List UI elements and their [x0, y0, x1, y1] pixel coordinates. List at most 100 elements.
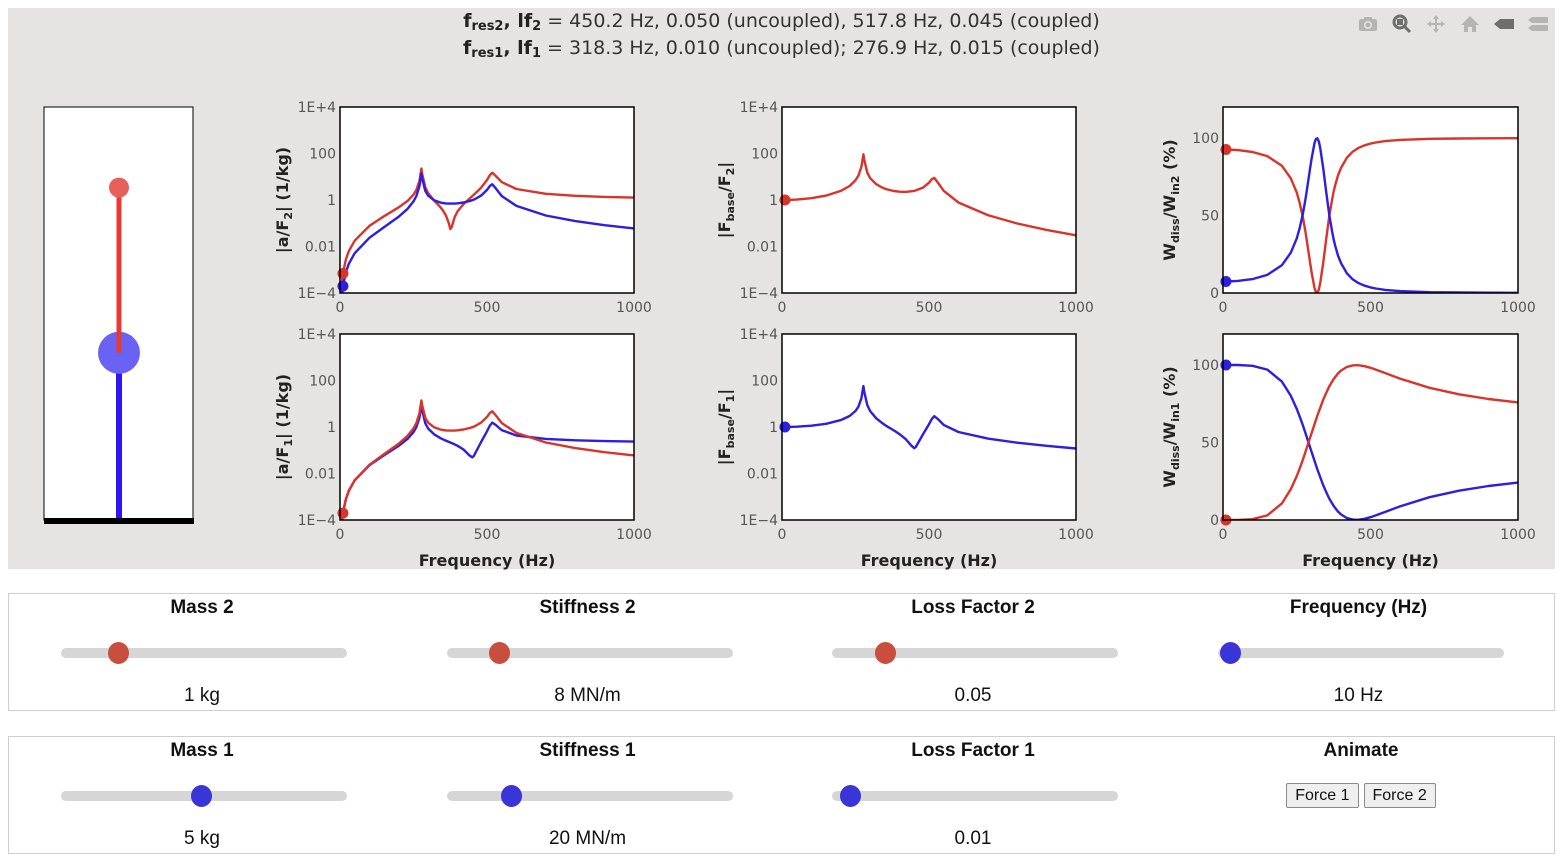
x-tick-label: 500 — [916, 300, 943, 316]
chart-base-force-f1: 1E+4 100 1 0.01 1E−40 500 1000 |Fbase/F1| Freque… — [715, 327, 1094, 570]
title-symbol: f — [463, 10, 472, 32]
camera-icon[interactable] — [1357, 13, 1379, 35]
modebar — [1357, 12, 1549, 36]
title-sub: res2 — [471, 19, 504, 34]
mass-spring-animation — [43, 106, 194, 524]
plot-frame — [1222, 106, 1519, 294]
animate-buttons: Force 1 Force 2 — [1168, 783, 1554, 808]
y-axis-label: |Fbase/F2| — [715, 162, 737, 238]
y-tick-label: 1E+4 — [298, 327, 336, 343]
x-tick-label: 1000 — [1058, 527, 1094, 543]
mass-2-slider[interactable] — [61, 642, 347, 664]
y-tick-label: 1E+4 — [298, 100, 336, 116]
y-axis-label: Wdiss/Win1 (%) — [1160, 366, 1182, 487]
mass-2-value: 1 kg — [184, 685, 220, 706]
x-tick-label: 0 — [1219, 527, 1228, 543]
stiffness-1-value: 20 MN/m — [548, 828, 627, 849]
y-tick-label: 100 — [751, 147, 778, 163]
y-tick-label: 1E+4 — [740, 327, 778, 343]
zoom-icon[interactable] — [1391, 13, 1413, 35]
plot-frame — [781, 106, 1077, 294]
y-tick-label: 0.01 — [305, 240, 336, 256]
x-tick-label: 0 — [778, 300, 787, 316]
y-tick-label: 1 — [769, 420, 778, 436]
x-tick-label: 1000 — [1500, 300, 1536, 316]
stiffness-2-label: Stiffness 2 — [539, 597, 636, 618]
y-tick-label: 100 — [751, 374, 778, 390]
y-tick-label: 1 — [327, 420, 336, 436]
spike-lines-icon[interactable] — [1493, 13, 1515, 35]
current-frequency-marker — [337, 280, 349, 292]
controls-panel-bottom: Animate Force 1 Force 2 Mass 1 5 kg Stiffn… — [8, 736, 1555, 854]
frequency-hz-label: Frequency (Hz) — [1289, 597, 1428, 618]
plot-background — [340, 334, 634, 520]
x-axis-label: Frequency (Hz) — [861, 551, 998, 570]
stiffness-1-slider[interactable] — [446, 785, 733, 807]
y-tick-label: 50 — [1201, 209, 1219, 225]
resonance-title: fres2, lf2 = 450.2 Hz, 0.050 (uncoupled)… — [8, 8, 1555, 62]
series-line-spring-2 — [1223, 364, 1518, 520]
y-axis-label: |a/F1| (1/kg) — [273, 374, 295, 480]
x-tick-label: 500 — [474, 527, 501, 543]
slider-thumb[interactable] — [191, 785, 213, 807]
title-sep: , lf — [503, 10, 533, 32]
animate-label: Animate — [1323, 740, 1399, 761]
slider-thumb[interactable] — [489, 642, 511, 664]
y-axis-label: |Fbase/F1| — [715, 389, 737, 465]
x-tick-label: 500 — [916, 527, 943, 543]
current-frequency-marker — [337, 267, 349, 279]
stiffness-1-control: Stiffness 1 20 MN/m — [395, 737, 781, 853]
y-tick-label: 1E+4 — [740, 100, 778, 116]
stiffness-2-slider[interactable] — [446, 642, 733, 664]
pan-icon[interactable] — [1425, 13, 1447, 35]
mass-1-value: 5 kg — [184, 828, 220, 849]
series-line-spring-2 — [1223, 137, 1518, 293]
plot-frame — [1222, 333, 1519, 521]
current-frequency-marker — [779, 194, 791, 206]
slider-thumb[interactable] — [874, 642, 896, 664]
mass-1-label: Mass 1 — [170, 740, 234, 761]
series-line-spring-1 — [1223, 363, 1518, 520]
title-line-mass2: fres2, lf2 = 450.2 Hz, 0.050 (uncoupled)… — [8, 8, 1555, 35]
chart-base-force-f2: 1E+4 100 1 0.01 1E−40 500 1000 |Fbase/F2| — [715, 100, 1094, 316]
y-tick-label: 0.01 — [305, 467, 336, 483]
force-2-button[interactable]: Force 2 — [1363, 783, 1436, 808]
plot-background — [782, 107, 1076, 293]
y-tick-label: 0.01 — [747, 240, 778, 256]
slider-thumb[interactable] — [840, 785, 862, 807]
y-tick-label: 1 — [327, 193, 336, 209]
slider-thumb[interactable] — [108, 642, 130, 664]
home-icon[interactable] — [1459, 13, 1481, 35]
stiffness-2-control: Stiffness 2 8 MN/m — [395, 594, 781, 710]
force-1-button[interactable]: Force 1 — [1286, 783, 1359, 808]
y-tick-label: 100 — [1192, 358, 1219, 374]
y-tick-label: 100 — [309, 147, 336, 163]
x-tick-label: 1000 — [1058, 300, 1094, 316]
y-axis-label: Wdiss/Win2 (%) — [1160, 139, 1182, 260]
current-frequency-marker — [1220, 359, 1232, 371]
mass-2 — [109, 177, 129, 198]
loss-factor-2-slider[interactable] — [832, 642, 1118, 664]
y-tick-label: 1E−4 — [298, 513, 336, 529]
y-tick-label: 0.01 — [747, 467, 778, 483]
loss-factor-1-slider[interactable] — [832, 785, 1118, 807]
ground-base — [44, 518, 194, 524]
y-axis-label: |a/F2| (1/kg) — [273, 147, 295, 253]
mass-1-slider[interactable] — [61, 785, 347, 807]
slider-thumb[interactable] — [500, 785, 522, 807]
slider-thumb[interactable] — [1220, 642, 1242, 664]
controls-panel-top: Mass 2 1 kg Stiffness 2 8 MN/m Loss Factor 2… — [8, 593, 1555, 711]
y-tick-label: 1 — [769, 193, 778, 209]
chart-accel-f2: 1E+4 100 1 0.01 1E−40 500 1000 |a/F2| (1/kg) — [273, 100, 652, 316]
frequency-hz-slider[interactable] — [1217, 642, 1504, 664]
series-line-mass-2 — [340, 167, 634, 293]
mass-2-control: Mass 2 1 kg — [9, 594, 395, 710]
compare-data-icon[interactable] — [1527, 13, 1549, 35]
series-line-mass-2 — [341, 399, 634, 520]
plot-frame — [339, 333, 635, 521]
y-tick-label: 100 — [309, 374, 336, 390]
animate-control: Animate Force 1 Force 2 — [1168, 737, 1554, 853]
mass-2-label: Mass 2 — [170, 597, 234, 618]
